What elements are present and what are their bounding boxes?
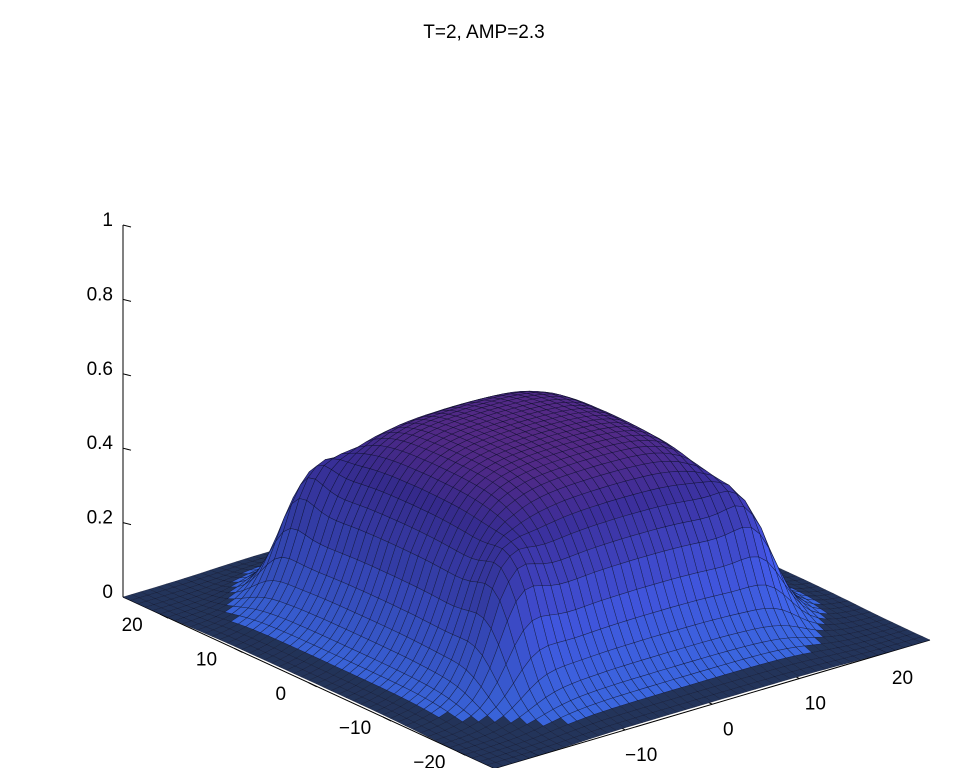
- z-tick-label: 1: [102, 210, 113, 231]
- y-tick-label: 0: [275, 684, 286, 705]
- z-tick-label: 0.8: [87, 284, 113, 305]
- x-tick-label: 10: [805, 694, 826, 715]
- z-tick: [123, 374, 131, 376]
- z-tick-label: 0.6: [87, 359, 113, 380]
- y-tick-label: −20: [413, 752, 445, 768]
- z-tick: [123, 523, 131, 525]
- z-tick-label: 0.4: [87, 433, 114, 454]
- z-tick: [123, 448, 131, 450]
- z-tick: [123, 225, 131, 227]
- x-tick-label: 0: [723, 719, 734, 740]
- z-tick: [123, 299, 131, 301]
- z-tick-label: 0.2: [87, 508, 113, 529]
- chart-title: T=2, AMP=2.3: [0, 22, 968, 44]
- y-tick-label: −10: [339, 718, 371, 739]
- y-tick-label: 10: [196, 649, 217, 670]
- z-tick-label: 0: [102, 582, 113, 603]
- x-tick-label: 20: [892, 668, 913, 689]
- x-tick-label: −10: [625, 745, 657, 766]
- y-tick-label: 20: [122, 615, 143, 636]
